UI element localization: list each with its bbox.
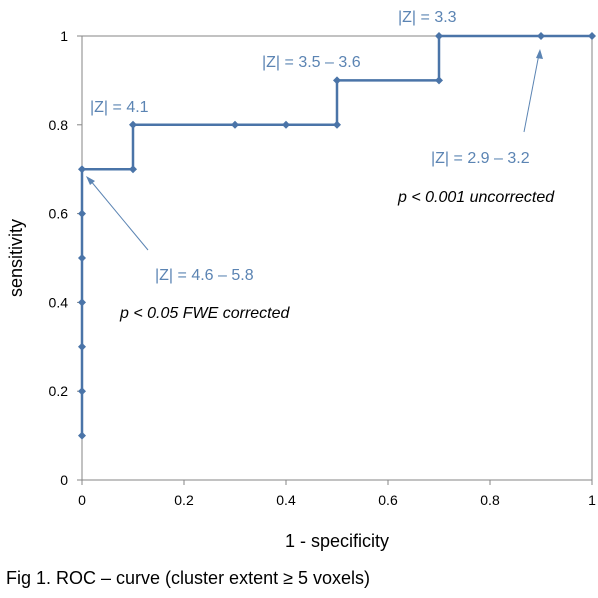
- x-tick-label: 0.2: [174, 492, 194, 508]
- figure-caption: Fig 1. ROC – curve (cluster extent ≥ 5 v…: [6, 568, 370, 588]
- roc-chart: 0 0.2 0.4 0.6 0.8 1 0 0.2 0.4 0.6 0.8 1 1 - specifi…: [6, 9, 596, 551]
- y-tick-label: 1: [60, 28, 68, 44]
- annotation-z-3-5: |Z| = 3.5 – 3.6: [262, 54, 361, 71]
- x-axis-title: 1 - specificity: [285, 531, 389, 551]
- y-axis-title: sensitivity: [6, 219, 26, 297]
- arrow-line-uncorrected: [523, 53, 540, 133]
- x-tick-label: 0.4: [276, 492, 296, 508]
- roc-point-marker: [435, 76, 443, 85]
- roc-point-marker: [78, 431, 86, 440]
- roc-point-marker: [435, 32, 443, 40]
- roc-point-marker: [129, 120, 137, 129]
- roc-point-marker: [78, 165, 86, 174]
- roc-point-marker: [129, 165, 137, 174]
- roc-point-marker: [78, 209, 86, 218]
- roc-point-marker: [78, 298, 86, 307]
- roc-curve-line: [80, 34, 592, 436]
- roc-point-marker: [78, 387, 86, 396]
- y-tick-label: 0: [60, 472, 68, 488]
- y-tick-label: 0.8: [49, 117, 69, 133]
- arrow-line-fwe: [89, 179, 149, 251]
- roc-point-marker: [78, 342, 86, 351]
- roc-point-marker: [231, 120, 239, 129]
- x-tick-label: 0.8: [480, 492, 500, 508]
- annotation-z-4-1: |Z| = 4.1: [90, 99, 149, 116]
- x-tick-label: 0: [78, 492, 86, 508]
- roc-point-marker: [282, 120, 290, 129]
- arrow-head-uncorrected: [536, 49, 543, 59]
- arrow-head-fwe: [86, 176, 95, 185]
- annotation-p-uncorrected: p < 0.001 uncorrected: [397, 189, 555, 206]
- y-tick-label: 0.6: [49, 206, 69, 222]
- roc-point-marker: [78, 254, 86, 262]
- annotation-z-2-9: |Z| = 2.9 – 3.2: [431, 150, 530, 167]
- y-tick-label: 0.2: [49, 383, 69, 399]
- y-tick-label: 0.4: [49, 294, 69, 310]
- annotation-p-fwe: p < 0.05 FWE corrected: [119, 305, 291, 322]
- annotation-z-4-6: |Z| = 4.6 – 5.8: [155, 267, 254, 284]
- roc-point-marker: [588, 32, 596, 40]
- roc-point-marker: [333, 76, 341, 85]
- x-tick-label: 0.6: [378, 492, 398, 508]
- roc-point-marker: [537, 32, 545, 40]
- annotation-z-3-3: |Z| = 3.3: [398, 9, 457, 26]
- x-tick-label: 1: [588, 492, 596, 508]
- roc-point-marker: [333, 120, 341, 129]
